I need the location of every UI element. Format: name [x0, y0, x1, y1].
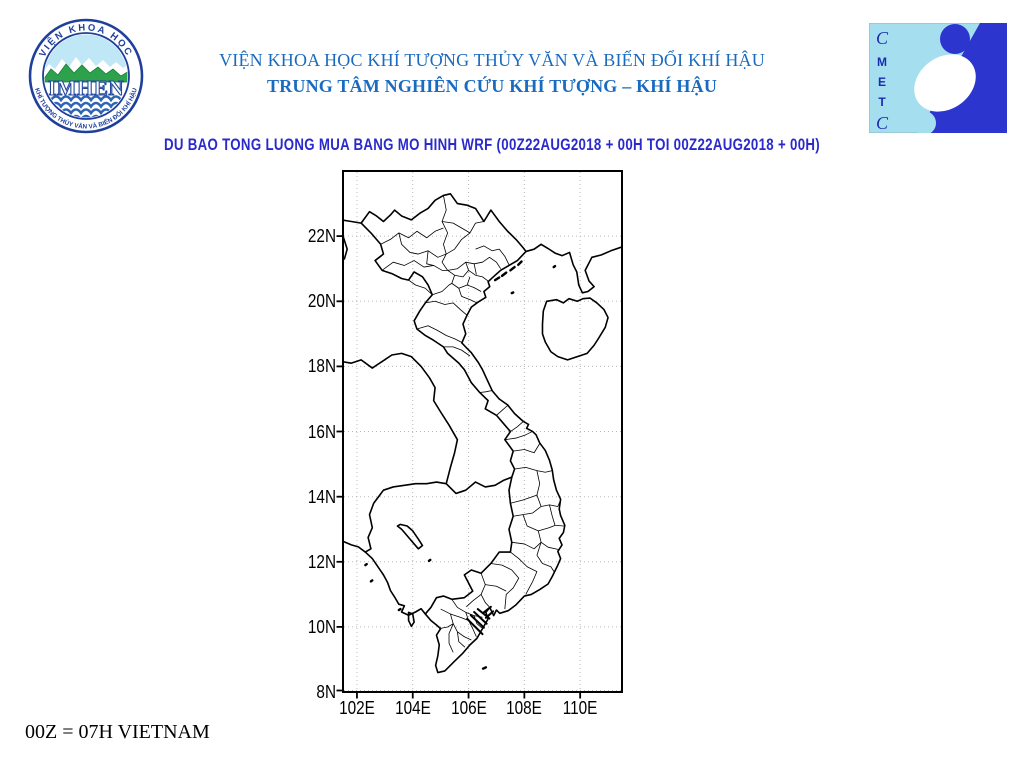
mekong-river-mouths	[467, 607, 493, 634]
lon-axis-label: 102E	[339, 698, 375, 718]
svg-text:T: T	[878, 95, 886, 109]
cmetc-s-icon	[912, 24, 976, 133]
org-name-line2: TRUNG TÂM NGHIÊN CỨU KHÍ TƯỢNG – KHÍ HẬU	[266, 76, 718, 96]
lat-axis-label: 8N	[316, 682, 336, 702]
svg-text:E: E	[878, 75, 886, 89]
china-vietnam-border	[342, 194, 526, 252]
thailand-cambodia-border	[365, 482, 446, 552]
org-name-line1: VIỆN KHOA HỌC KHÍ TƯỢNG THỦY VĂN VÀ BIẾN…	[219, 50, 765, 70]
edge-border-sliver	[344, 238, 348, 259]
timezone-note: 00Z = 07H VIETNAM	[25, 721, 210, 743]
phu-quoc-island	[409, 612, 415, 626]
forecast-title: DU BAO TONG LUONG MUA BANG MO HINH WRF (…	[163, 135, 821, 154]
lat-axis-label: 12N	[307, 552, 336, 572]
cmetc-letters: C M E T C	[876, 28, 889, 133]
lat-axis-label: 18N	[307, 356, 336, 376]
svg-text:C: C	[876, 113, 889, 133]
small-islands	[365, 262, 555, 669]
lat-axis-label: 10N	[307, 617, 336, 637]
cmetc-logo: C M E T C	[869, 23, 1007, 133]
vietnam-coastline	[425, 251, 565, 672]
tonle-sap-lake	[397, 524, 422, 548]
lat-axis-label: 14N	[307, 487, 336, 507]
vietnam-laos-border	[361, 223, 514, 477]
hainan-island	[542, 298, 608, 360]
lat-axis-label: 16N	[307, 422, 336, 442]
lon-axis-label: 106E	[451, 698, 487, 718]
lat-axis-label: 20N	[307, 291, 336, 311]
china-coastline	[526, 244, 625, 293]
imhen-logo: IMHEN VIỆN KHOA HỌC KHÍ TƯỢNG THỦY VĂN V…	[28, 18, 144, 134]
lon-axis-label: 110E	[562, 698, 598, 718]
map-geography	[342, 194, 625, 673]
lon-axis-label: 104E	[395, 698, 431, 718]
laos-cambodia-border	[446, 477, 512, 493]
svg-text:M: M	[877, 55, 887, 69]
axis-ticks	[336, 235, 582, 699]
cambodia-coastline	[342, 541, 426, 616]
lon-axis-label: 108E	[506, 698, 542, 718]
imhen-mountains-icon	[44, 63, 128, 83]
svg-text:C: C	[876, 28, 889, 48]
laos-thailand-border	[342, 353, 458, 483]
weather-map	[336, 170, 625, 699]
lat-axis-label: 22N	[307, 226, 336, 246]
province-boundaries	[381, 195, 564, 652]
